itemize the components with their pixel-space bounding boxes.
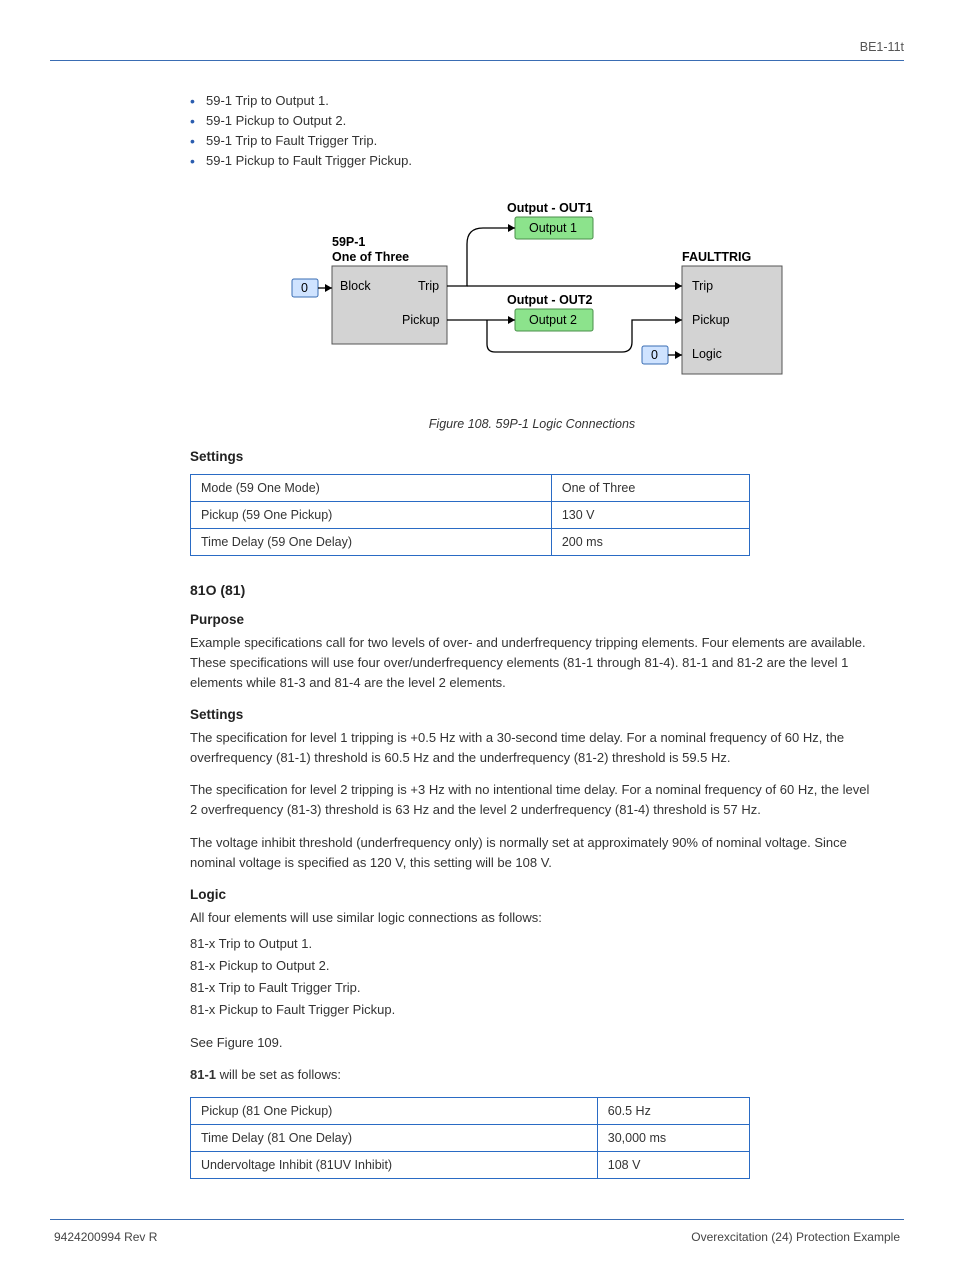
settings-para-2: The specification for level 2 tripping i…	[190, 780, 874, 820]
cell-key: Pickup (59 One Pickup)	[191, 501, 552, 528]
cell-key: Pickup (81 One Pickup)	[191, 1097, 598, 1124]
cell-key: Undervoltage Inhibit (81UV Inhibit)	[191, 1151, 598, 1178]
block-title-1: 59P-1	[332, 235, 365, 249]
cell-val: 30,000 ms	[597, 1124, 749, 1151]
bottom-rule	[50, 1219, 904, 1220]
arrow	[675, 316, 682, 324]
arrow	[675, 351, 682, 359]
ft-port-pickup: Pickup	[692, 313, 730, 327]
table-row: Undervoltage Inhibit (81UV Inhibit) 108 …	[191, 1151, 750, 1178]
port-block: Block	[340, 279, 371, 293]
settings-heading-81: Settings	[190, 707, 874, 722]
list-item: 59-1 Trip to Output 1.	[190, 91, 874, 111]
cell-val: 108 V	[597, 1151, 749, 1178]
arrow	[508, 224, 515, 232]
cell-key: Mode (59 One Mode)	[191, 474, 552, 501]
table-row: Pickup (59 One Pickup) 130 V	[191, 501, 750, 528]
list-item: 81-x Trip to Fault Trigger Trip.	[190, 978, 874, 998]
diagram-59p1: 59P-1 One of Three Block Trip Pickup 0 O…	[190, 184, 874, 397]
settings-para-3: The voltage inhibit threshold (underfreq…	[190, 833, 874, 873]
table-row: Time Delay (59 One Delay) 200 ms	[191, 528, 750, 555]
settings-heading: Settings	[190, 449, 874, 464]
const-zero-left-label: 0	[301, 281, 308, 295]
section-heading-81o: 81O (81)	[190, 582, 874, 598]
arrow	[508, 316, 515, 324]
list-item: 81-x Pickup to Output 2.	[190, 956, 874, 976]
port-trip: Trip	[418, 279, 439, 293]
bullet-list-59: 59-1 Trip to Output 1. 59-1 Pickup to Ou…	[190, 91, 874, 172]
settings-table-811: Pickup (81 One Pickup) 60.5 Hz Time Dela…	[190, 1097, 750, 1179]
out1-title: Output - OUT1	[507, 201, 592, 215]
table-row: Time Delay (81 One Delay) 30,000 ms	[191, 1124, 750, 1151]
out2-title: Output - OUT2	[507, 293, 592, 307]
faulttrig-title: FAULTTRIG	[682, 250, 751, 264]
block-title-2: One of Three	[332, 250, 409, 264]
top-rule	[50, 60, 904, 61]
purpose-para: Example specifications call for two leve…	[190, 633, 874, 693]
ft-port-trip: Trip	[692, 279, 713, 293]
list-item: 59-1 Pickup to Output 2.	[190, 111, 874, 131]
cell-val: 60.5 Hz	[597, 1097, 749, 1124]
logic-intro: All four elements will use similar logic…	[190, 908, 874, 928]
lead-rest: will be set as follows:	[216, 1067, 341, 1082]
purpose-heading: Purpose	[190, 612, 874, 627]
arrow	[675, 282, 682, 290]
header-product: BE1-11t	[860, 40, 904, 54]
ft-port-logic: Logic	[692, 347, 722, 361]
list-item: 81-x Trip to Output 1.	[190, 934, 874, 954]
logic-list: 81-x Trip to Output 1. 81-x Pickup to Ou…	[190, 934, 874, 1021]
cell-key: Time Delay (81 One Delay)	[191, 1124, 598, 1151]
list-item: 81-x Pickup to Fault Trigger Pickup.	[190, 1000, 874, 1020]
figure-caption: Figure 108. 59P-1 Logic Connections	[190, 417, 874, 431]
out1-label: Output 1	[529, 221, 577, 235]
footer-right: Overexcitation (24) Protection Example	[691, 1230, 900, 1244]
cell-val: 200 ms	[551, 528, 749, 555]
port-pickup: Pickup	[402, 313, 440, 327]
table-row: Pickup (81 One Pickup) 60.5 Hz	[191, 1097, 750, 1124]
settings-table-59: Mode (59 One Mode) One of Three Pickup (…	[190, 474, 750, 556]
arrow	[325, 284, 332, 292]
lead-bold: 81-1	[190, 1067, 216, 1082]
table-lead-811: 81-1 will be set as follows:	[190, 1065, 874, 1085]
cell-val: 130 V	[551, 501, 749, 528]
const-zero-right-label: 0	[651, 348, 658, 362]
wire-trip-out1	[447, 228, 515, 286]
logic-heading: Logic	[190, 887, 874, 902]
cell-val: One of Three	[551, 474, 749, 501]
see-figure: See Figure 109.	[190, 1033, 874, 1053]
cell-key: Time Delay (59 One Delay)	[191, 528, 552, 555]
settings-para-1: The specification for level 1 tripping i…	[190, 728, 874, 768]
list-item: 59-1 Trip to Fault Trigger Trip.	[190, 131, 874, 151]
footer-left: 9424200994 Rev R	[54, 1230, 157, 1244]
list-item: 59-1 Pickup to Fault Trigger Pickup.	[190, 151, 874, 171]
block-59p	[332, 266, 447, 344]
out2-label: Output 2	[529, 313, 577, 327]
table-row: Mode (59 One Mode) One of Three	[191, 474, 750, 501]
